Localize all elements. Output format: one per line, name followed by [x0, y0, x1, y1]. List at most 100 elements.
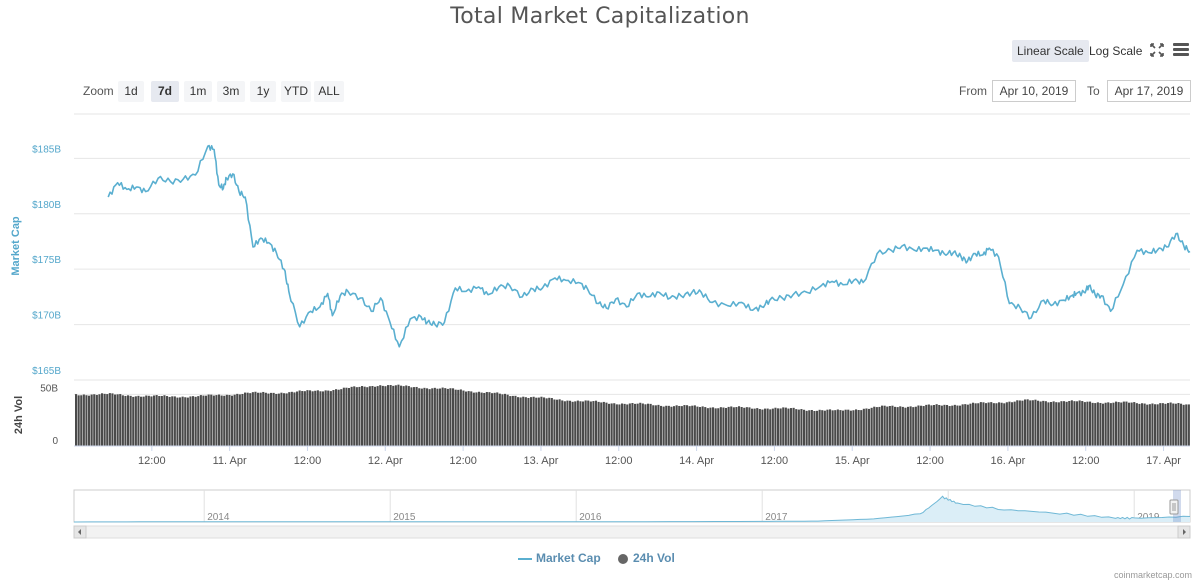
volume-bar: [444, 388, 447, 446]
volume-bar: [779, 408, 782, 446]
volume-bar: [842, 410, 845, 446]
volume-bar: [686, 405, 689, 446]
volume-bar: [199, 395, 202, 446]
volume-bar: [912, 407, 915, 446]
legend-volume[interactable]: 24h Vol: [618, 551, 675, 565]
volume-bar: [212, 395, 215, 446]
volume-bar: [457, 389, 460, 446]
volume-bar: [1120, 402, 1123, 446]
volume-bar: [587, 400, 590, 446]
volume-bar: [1130, 402, 1133, 446]
volume-bar: [1187, 404, 1190, 446]
volume-bar: [153, 395, 156, 446]
volume-bar: [124, 395, 127, 446]
volume-bar: [977, 403, 980, 446]
volume-bar: [504, 393, 507, 446]
volume-bar: [1151, 403, 1154, 446]
y-tick-label: $175B: [32, 255, 61, 266]
linear-scale-button[interactable]: Linear Scale: [1012, 40, 1089, 62]
volume-bar: [467, 391, 470, 446]
volume-bar: [535, 397, 538, 446]
navigator-year-label: 2017: [765, 512, 788, 523]
zoom-1y-button[interactable]: 1y: [250, 81, 276, 102]
volume-bar: [449, 388, 452, 446]
volume-bar: [1024, 399, 1027, 446]
volume-bar: [990, 402, 993, 446]
x-tick-label: 12. Apr: [368, 455, 403, 467]
volume-bar: [127, 395, 130, 446]
volume-bar: [540, 396, 543, 446]
volume-bar: [987, 402, 990, 446]
volume-bar: [192, 396, 195, 446]
hamburger-menu-icon[interactable]: [1173, 43, 1189, 57]
volume-bar: [982, 402, 985, 446]
legend-market-cap[interactable]: Market Cap: [518, 551, 601, 565]
to-date-input[interactable]: Apr 17, 2019: [1107, 80, 1191, 102]
market-cap-line: [107, 144, 1191, 348]
volume-bar: [1068, 401, 1071, 446]
volume-bar: [696, 406, 699, 446]
volume-bar: [735, 407, 738, 446]
volume-bar: [517, 397, 520, 446]
log-scale-button[interactable]: Log Scale: [1089, 44, 1143, 58]
navigator-handle[interactable]: [1169, 499, 1179, 515]
from-date-input[interactable]: Apr 10, 2019: [992, 80, 1076, 102]
volume-bar: [992, 403, 995, 446]
zoom-1m-button[interactable]: 1m: [184, 81, 212, 102]
volume-bar: [1099, 402, 1102, 446]
volume-bar: [106, 394, 109, 446]
fullscreen-icon[interactable]: [1149, 42, 1165, 58]
volume-bar: [935, 404, 938, 446]
volume-bar: [303, 391, 306, 446]
volume-bar: [769, 409, 772, 446]
volume-bar: [402, 386, 405, 446]
zoom-7d-button[interactable]: 7d: [151, 81, 179, 102]
volume-bar: [459, 389, 462, 446]
volume-bar: [1037, 400, 1040, 446]
volume-bar: [566, 400, 569, 446]
volume-bar: [111, 393, 114, 446]
volume-bar: [394, 385, 397, 446]
volume-bar: [470, 391, 473, 446]
volume-bar: [719, 407, 722, 446]
volume-bar: [1159, 403, 1162, 446]
zoom-1d-button[interactable]: 1d: [118, 81, 144, 102]
zoom-3m-button[interactable]: 3m: [217, 81, 245, 102]
volume-bar: [241, 393, 244, 446]
volume-bar: [514, 395, 517, 446]
volume-bar: [189, 396, 192, 446]
volume-bar: [511, 395, 514, 446]
volume-bar: [267, 393, 270, 446]
volume-bar: [155, 395, 158, 446]
volume-bar: [943, 404, 946, 446]
volume-bar: [75, 394, 78, 446]
navigator-scrollbar[interactable]: [73, 525, 1191, 539]
credit-link[interactable]: coinmarketcap.com: [1113, 570, 1192, 580]
volume-bar: [774, 407, 777, 446]
navigator[interactable]: 201420152016201720182019: [73, 489, 1191, 539]
volume-plot: [75, 384, 1190, 446]
volume-bar: [959, 405, 962, 446]
volume-bar: [223, 395, 226, 446]
volume-bar: [184, 397, 187, 446]
volume-bar: [621, 403, 624, 446]
volume-bar: [280, 392, 283, 446]
volume-bar: [262, 391, 265, 446]
volume-bar: [662, 406, 665, 446]
volume-bar: [1091, 402, 1094, 446]
volume-bar: [961, 404, 964, 446]
volume-bar: [314, 390, 317, 446]
volume-bar: [446, 388, 449, 446]
zoom-ytd-button[interactable]: YTD: [281, 81, 311, 102]
volume-bar: [834, 410, 837, 446]
volume-bar: [254, 391, 257, 446]
volume-bar: [1164, 403, 1167, 446]
volume-bar: [171, 396, 174, 446]
volume-bar: [244, 392, 247, 446]
volume-bar: [472, 392, 475, 446]
volume-bar: [1060, 401, 1063, 446]
volume-bar: [595, 400, 598, 446]
legend-market-cap-label: Market Cap: [536, 551, 601, 565]
zoom-all-button[interactable]: ALL: [314, 81, 344, 102]
volume-bar: [743, 407, 746, 446]
